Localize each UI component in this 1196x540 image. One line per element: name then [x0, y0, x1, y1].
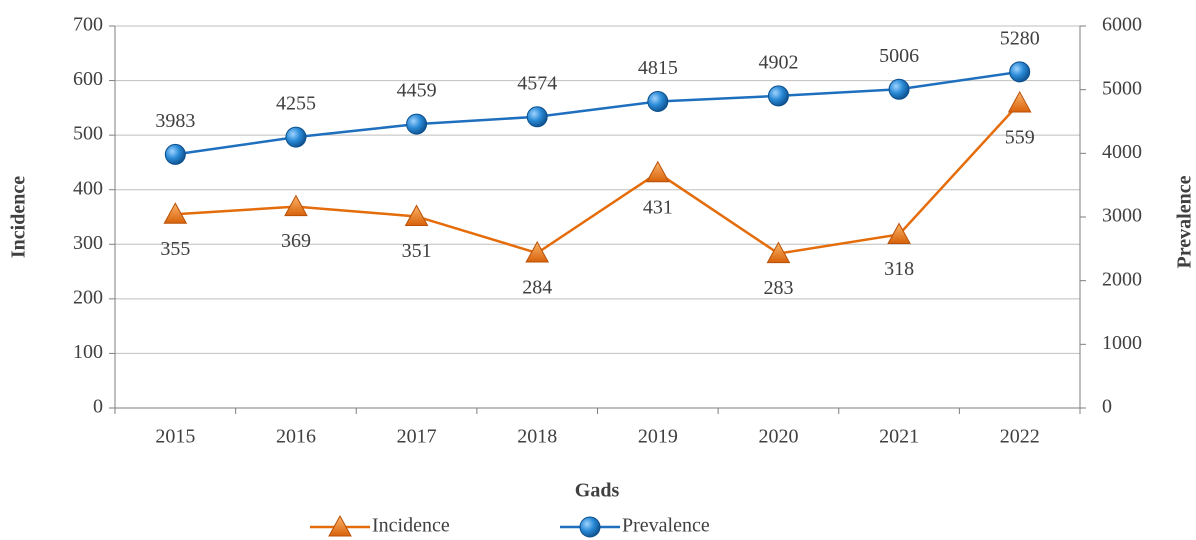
data-label: 5280: [1000, 27, 1040, 49]
data-label: 4815: [638, 57, 678, 79]
y-tick-label: 300: [73, 232, 103, 254]
y-tick-label: 400: [73, 177, 103, 199]
y-axis-title: Incidence: [8, 176, 30, 258]
marker: [164, 143, 186, 165]
marker: [525, 240, 550, 263]
marker: [766, 241, 791, 264]
data-label: 4574: [517, 72, 557, 94]
y-tick-label: 600: [73, 68, 103, 90]
data-label: 351: [402, 240, 432, 262]
data-label: 559: [1005, 127, 1035, 149]
y2-tick-label: 2000: [1102, 268, 1142, 290]
marker: [406, 113, 428, 135]
legend-label: Prevalence: [622, 515, 710, 537]
y2-tick-label: 4000: [1102, 141, 1142, 163]
marker: [285, 126, 307, 148]
data-label: 4902: [758, 51, 798, 73]
x-tick-label: 2021: [879, 426, 919, 448]
x-tick-label: 2016: [276, 426, 316, 448]
data-label: 318: [884, 258, 914, 280]
data-label: 3983: [155, 110, 195, 132]
marker: [645, 160, 670, 183]
marker: [888, 78, 910, 100]
data-label: 283: [763, 277, 793, 299]
y-tick-label: 100: [73, 341, 103, 363]
marker: [163, 202, 188, 224]
marker: [404, 204, 429, 226]
x-tick-label: 2020: [758, 426, 798, 448]
y2-tick-label: 5000: [1102, 77, 1142, 99]
x-tick-label: 2017: [397, 426, 437, 448]
legend-label: Incidence: [372, 515, 450, 537]
marker: [526, 106, 548, 128]
x-axis-title: Gads: [575, 480, 620, 502]
legend-marker: [579, 516, 601, 538]
data-label: 4255: [276, 93, 316, 115]
marker: [767, 85, 789, 107]
marker: [1009, 61, 1031, 83]
series-line: [175, 70, 1020, 156]
y-tick-label: 700: [73, 14, 103, 36]
y2-axis-title: Prevalence: [1174, 175, 1196, 268]
y-tick-label: 200: [73, 286, 103, 308]
y2-tick-label: 6000: [1102, 14, 1142, 36]
x-tick-label: 2022: [1000, 426, 1040, 448]
data-label: 284: [522, 277, 552, 299]
data-label: 4459: [397, 80, 437, 102]
legend-marker: [328, 514, 352, 537]
y-tick-label: 0: [93, 396, 103, 418]
marker: [887, 222, 911, 244]
data-label: 5006: [879, 45, 919, 67]
data-label: 431: [643, 196, 673, 218]
data-label: 369: [281, 230, 311, 252]
x-tick-label: 2019: [638, 426, 678, 448]
marker: [284, 194, 308, 217]
series-line: [175, 102, 1021, 255]
marker: [1007, 90, 1032, 113]
y-tick-label: 500: [73, 123, 103, 145]
marker: [647, 90, 669, 112]
y2-tick-label: 1000: [1102, 332, 1142, 354]
y2-tick-label: 0: [1102, 396, 1112, 418]
x-tick-label: 2015: [155, 426, 195, 448]
y2-tick-label: 3000: [1102, 205, 1142, 227]
x-tick-label: 2018: [517, 426, 557, 448]
data-label: 355: [160, 238, 190, 260]
